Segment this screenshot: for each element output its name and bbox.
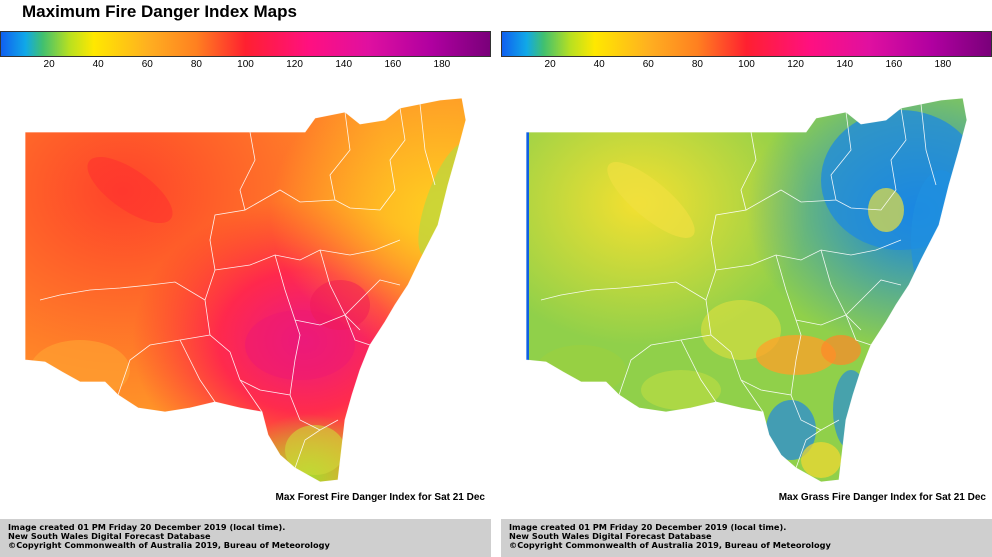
forest-fdi-map	[24, 97, 467, 483]
colorbar-ticks: 20 40 60 80 100 120 140 160 180	[0, 59, 491, 73]
colorbar	[501, 31, 992, 57]
colorbar-tick: 20	[544, 59, 556, 70]
colorbar-tick: 140	[335, 59, 353, 70]
colorbar-ticks: 20 40 60 80 100 120 140 160 180	[501, 59, 992, 73]
colorbar-tick: 40	[92, 59, 104, 70]
footer-database: New South Wales Digital Forecast Databas…	[8, 531, 211, 542]
grass-fdi-map	[525, 97, 968, 483]
colorbar-tick: 20	[43, 59, 55, 70]
colorbar-tick: 180	[934, 59, 952, 70]
colorbar-tick: 100	[738, 59, 755, 70]
page-title: Maximum Fire Danger Index Maps	[22, 2, 297, 21]
colorbar-tick: 80	[190, 59, 202, 70]
colorbar-tick: 120	[787, 59, 804, 70]
footer-database: New South Wales Digital Forecast Databas…	[509, 531, 712, 542]
footer: Image created 01 PM Friday 20 December 2…	[501, 519, 992, 557]
map-title: Max Forest Fire Danger Index for Sat 21 …	[275, 492, 485, 503]
colorbar-tick: 40	[593, 59, 605, 70]
colorbar-tick: 60	[141, 59, 153, 70]
colorbar-tick: 160	[384, 59, 402, 70]
colorbar-tick: 80	[691, 59, 703, 70]
colorbar-tick: 100	[237, 59, 254, 70]
colorbar	[0, 31, 491, 57]
footer-copyright: ©Copyright Commonwealth of Australia 201…	[509, 540, 831, 551]
map-title: Max Grass Fire Danger Index for Sat 21 D…	[778, 492, 986, 503]
footer: Image created 01 PM Friday 20 December 2…	[0, 519, 491, 557]
footer-created: Image created 01 PM Friday 20 December 2…	[509, 522, 787, 532]
footer-copyright: ©Copyright Commonwealth of Australia 201…	[8, 540, 330, 551]
colorbar-tick: 60	[642, 59, 654, 70]
grass-fdi-panel: 20 40 60 80 100 120 140 160 180	[501, 30, 992, 557]
forest-fdi-panel: 20 40 60 80 100 120 140 160 180	[0, 30, 491, 557]
colorbar-tick: 160	[885, 59, 903, 70]
colorbar-tick: 120	[286, 59, 303, 70]
footer-created: Image created 01 PM Friday 20 December 2…	[8, 522, 286, 532]
colorbar-tick: 140	[836, 59, 854, 70]
colorbar-tick: 180	[433, 59, 451, 70]
